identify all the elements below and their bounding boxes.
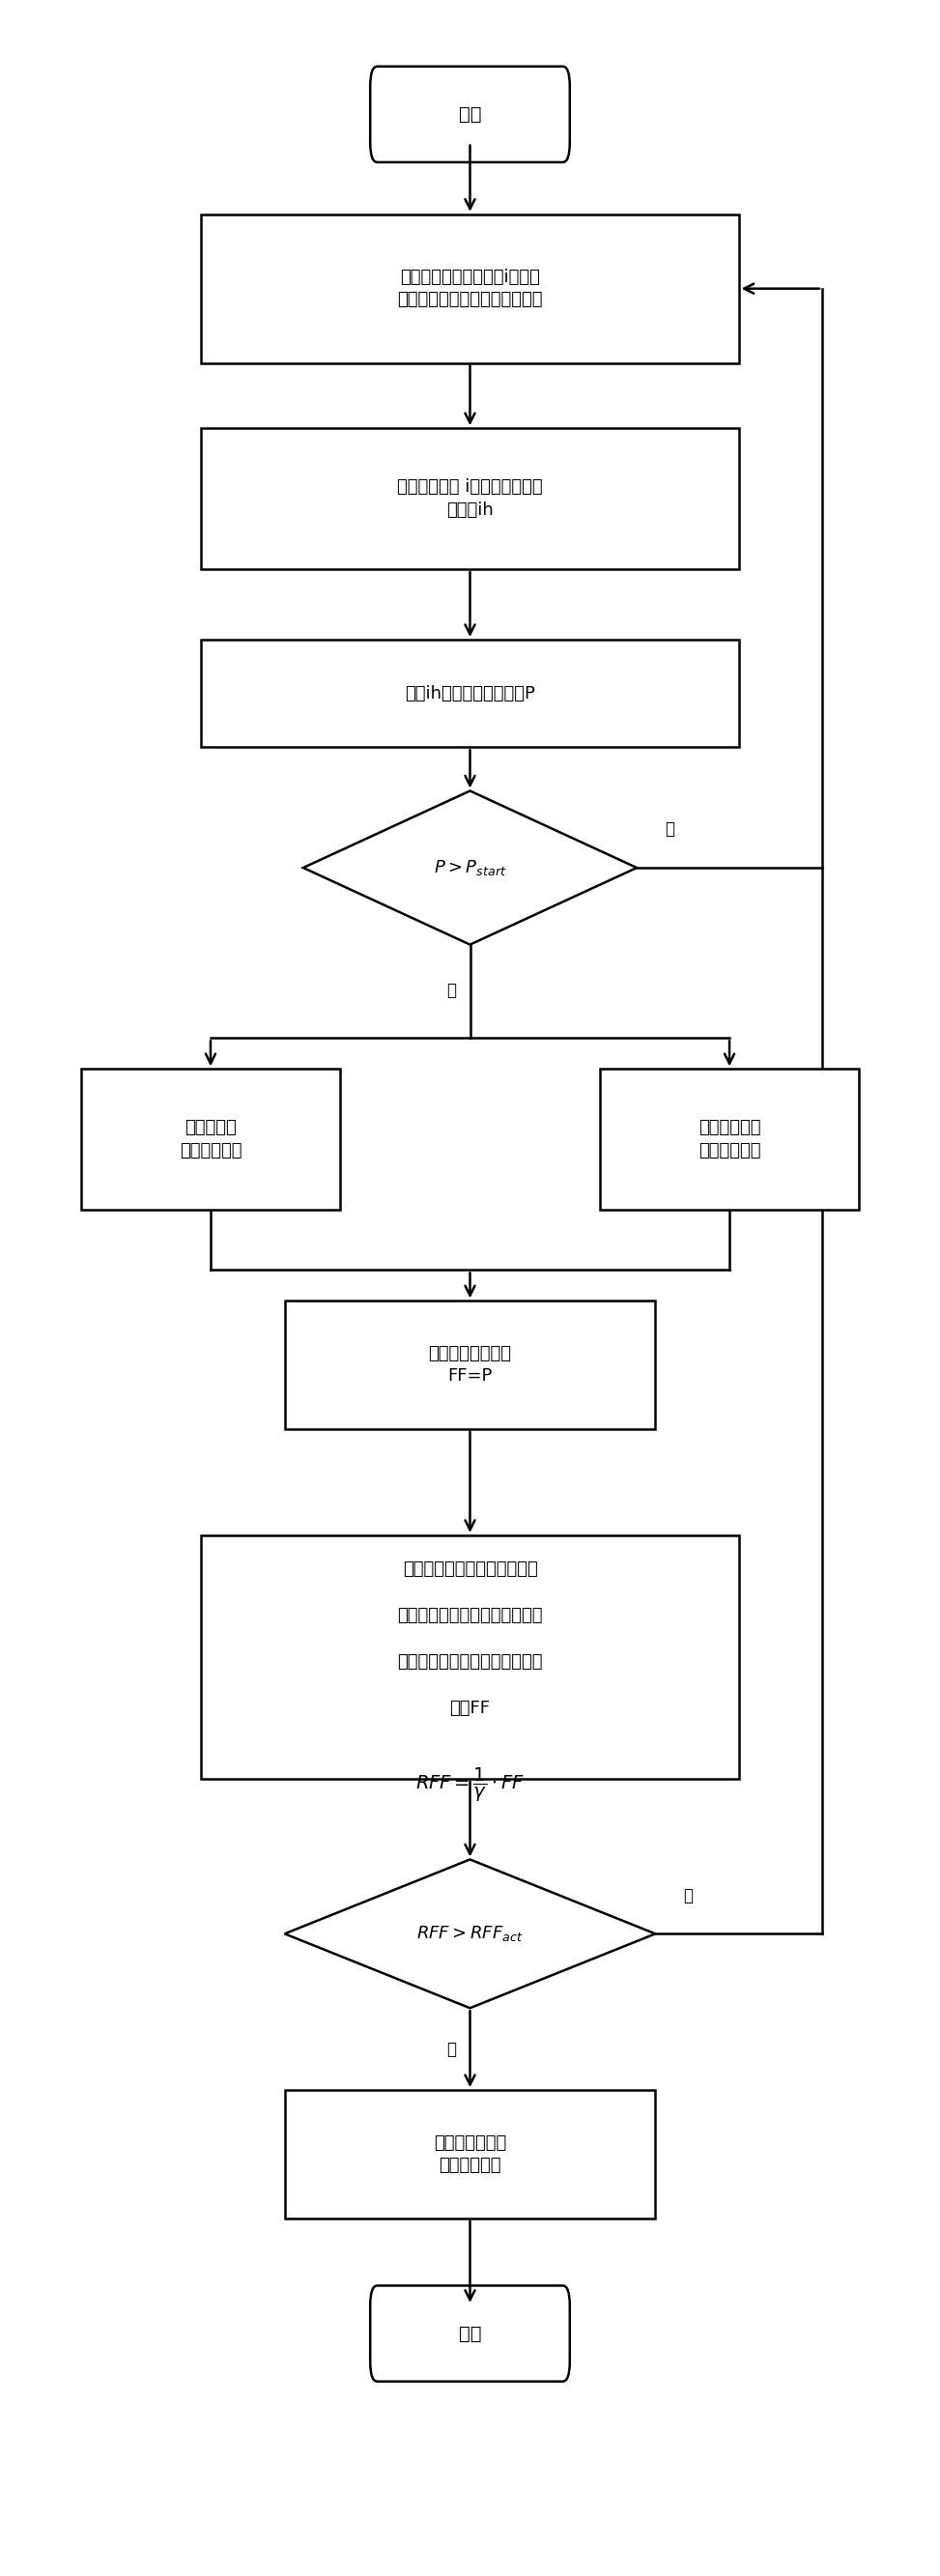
Text: 计算过渡电阻
和故障初始角: 计算过渡电阻 和故障初始角	[698, 1121, 760, 1159]
Text: 否: 否	[683, 1886, 693, 1904]
Text: $P > P_{start}$: $P > P_{start}$	[433, 858, 507, 878]
Text: 开始: 开始	[459, 106, 481, 124]
FancyBboxPatch shape	[370, 67, 570, 162]
FancyBboxPatch shape	[370, 2285, 570, 2380]
Polygon shape	[304, 791, 636, 945]
Text: $RFF > RFF_{act}$: $RFF > RFF_{act}$	[416, 1924, 524, 1942]
Text: 征量FF: 征量FF	[449, 1700, 491, 1716]
Text: 保护区内故障，
发出跳闸命令: 保护区内故障， 发出跳闸命令	[433, 2133, 507, 2174]
Text: 计算ih的高频分量处理量P: 计算ih的高频分量处理量P	[405, 685, 535, 703]
Bar	[285, 2089, 655, 2218]
Text: 是: 是	[446, 981, 456, 999]
Bar	[201, 214, 739, 363]
Text: 提取故障电流 i的一个频带的高
频分量ih: 提取故障电流 i的一个频带的高 频分量ih	[398, 479, 542, 518]
Polygon shape	[285, 1860, 655, 2009]
Text: 是: 是	[446, 2040, 456, 2058]
Text: 结束: 结束	[459, 2324, 481, 2342]
Text: $RFF = \dfrac{1}{\gamma} \cdot FF$: $RFF = \dfrac{1}{\gamma} \cdot FF$	[415, 1767, 525, 1803]
Bar	[81, 1069, 340, 1211]
Text: 型，选择相应类型的参数，按过: 型，选择相应类型的参数，按过	[398, 1607, 542, 1625]
Bar	[201, 1535, 739, 1780]
Bar	[600, 1069, 859, 1211]
Text: 采集输电线路故障电流i，经模
数转换将模拟信号转为数字信号: 采集输电线路故障电流i，经模 数转换将模拟信号转为数字信号	[398, 268, 542, 309]
Text: 判断故障类
型，故障选相: 判断故障类 型，故障选相	[180, 1121, 242, 1159]
Text: 构建故障特征量：
FF=P: 构建故障特征量： FF=P	[429, 1345, 511, 1386]
Text: 故障特征量归算：根据故障类: 故障特征量归算：根据故障类	[402, 1561, 538, 1579]
Bar	[201, 428, 739, 569]
Bar	[285, 1301, 655, 1430]
Text: 否: 否	[665, 822, 674, 837]
Text: 渡电阻与故障初始角归算故障特: 渡电阻与故障初始角归算故障特	[398, 1654, 542, 1672]
Bar	[201, 639, 739, 747]
